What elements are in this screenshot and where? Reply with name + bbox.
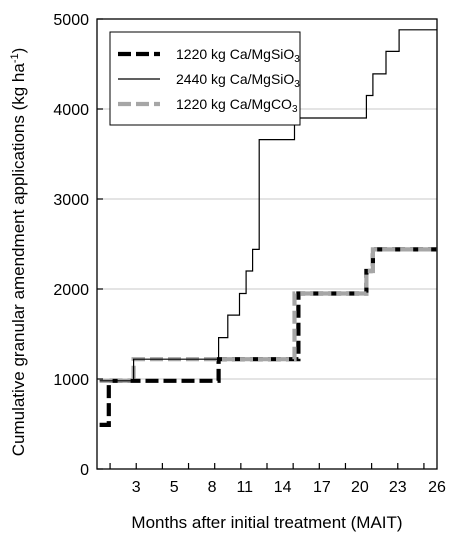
legend-item: 2440 kg Ca/MgSiO3: [118, 71, 300, 90]
y-axis-title-main: Cumulative granular amendment applicatio…: [9, 63, 28, 457]
legend-label-sub: 3: [294, 54, 300, 65]
series-group: [99, 29, 437, 427]
y-axis-title: Cumulative granular amendment applicatio…: [9, 48, 28, 457]
y-tick-label: 4000: [53, 102, 89, 119]
x-tick-label: 14: [274, 479, 292, 496]
x-tick-label: 17: [313, 479, 331, 496]
legend-label: 2440 kg Ca/MgSiO3: [176, 71, 300, 90]
x-axis-title: Months after initial treatment (MAIT): [131, 513, 402, 532]
y-tick-label: 0: [80, 462, 89, 479]
legend-item: 1220 kg Ca/MgSiO3: [118, 46, 300, 65]
y-tick-label: 1000: [53, 372, 89, 389]
x-tick-label: 11: [236, 479, 253, 496]
x-tick-label: 26: [428, 479, 446, 496]
gridlines: [97, 108, 437, 380]
y-axis-title-close: ): [9, 48, 28, 54]
legend-label: 1220 kg Ca/MgCO3: [176, 96, 298, 115]
legend-label-main: 1220 kg Ca/MgSiO: [176, 46, 294, 62]
series-line: [99, 247, 437, 383]
x-tick-label: 3: [132, 479, 141, 496]
legend: 1220 kg Ca/MgSiO3 2440 kg Ca/MgSiO3 1220…: [109, 31, 301, 126]
y-tick-label: 5000: [53, 12, 89, 29]
legend-label-main: 1220 kg Ca/MgCO: [176, 96, 292, 112]
x-tick-label: 5: [170, 479, 179, 496]
legend-label-sub: 3: [292, 104, 298, 115]
x-tick-label: 20: [351, 479, 369, 496]
legend-label-main: 2440 kg Ca/MgSiO: [176, 71, 294, 87]
legend-label: 1220 kg Ca/MgSiO3: [176, 46, 300, 65]
x-tick-label: 8: [208, 479, 217, 496]
y-axis-title-sup: -1: [9, 53, 21, 63]
series-line: [99, 247, 437, 427]
series-line: [99, 29, 437, 382]
y-axis: 0 1000 2000 3000 4000 5000: [53, 12, 103, 479]
x-axis: 3 5 8 11 14 17 20 23 26: [109, 463, 446, 496]
legend-label-sub: 3: [294, 79, 300, 90]
y-tick-label: 2000: [53, 282, 89, 299]
x-tick-label: 23: [389, 479, 407, 496]
y-tick-label: 3000: [53, 192, 89, 209]
legend-item: 1220 kg Ca/MgCO3: [118, 96, 298, 115]
